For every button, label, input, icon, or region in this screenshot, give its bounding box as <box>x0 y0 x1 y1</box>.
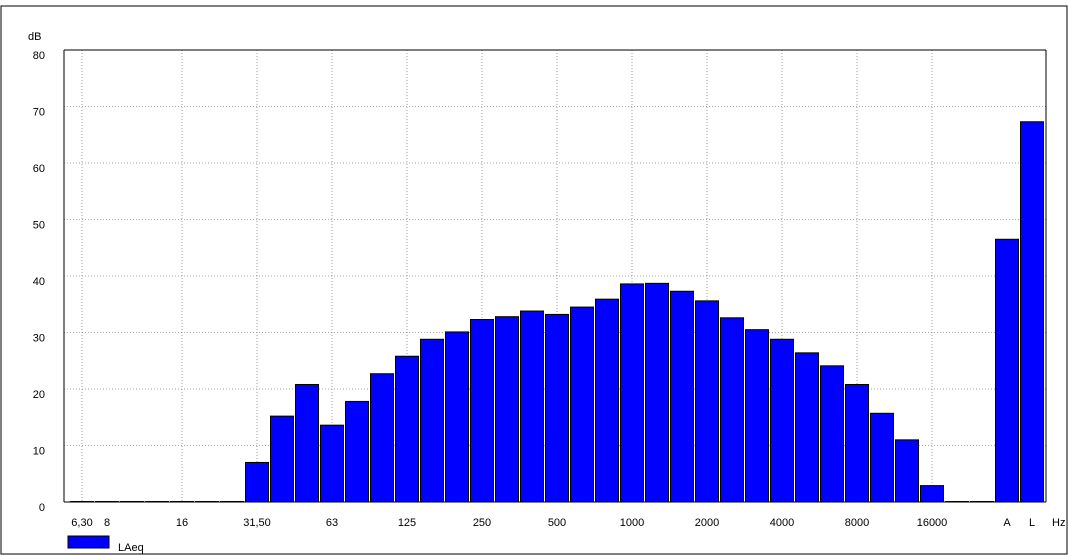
bar <box>420 338 444 503</box>
bar <box>520 310 544 503</box>
y-tick-label: 80 <box>33 50 45 62</box>
x-tick-label: 6,30 <box>71 517 92 529</box>
y-tick-label: 60 <box>33 163 45 175</box>
y-tick-label: 0 <box>39 502 45 514</box>
y-tick-label: 50 <box>33 219 45 231</box>
y-tick-label: 10 <box>33 445 45 457</box>
y-tick-label: 30 <box>33 332 45 344</box>
bar <box>445 331 469 503</box>
bar <box>645 282 669 503</box>
bar <box>795 352 819 503</box>
bar <box>995 238 1019 503</box>
bar <box>395 355 419 503</box>
bar <box>770 338 794 503</box>
x-tick-label: 8 <box>104 517 110 529</box>
x-tick-label: 250 <box>473 517 491 529</box>
y-tick-label: 40 <box>33 276 45 288</box>
y-axis-unit: dB <box>28 31 41 43</box>
bar <box>470 319 494 503</box>
bar <box>570 306 594 503</box>
x-tick-label: 8000 <box>845 517 869 529</box>
bar <box>320 424 344 503</box>
bar <box>870 412 894 503</box>
x-tick-label: 1000 <box>620 517 644 529</box>
frame <box>0 5 1068 555</box>
x-tick-label: 16000 <box>917 517 948 529</box>
x-tick-label: A <box>1003 517 1011 529</box>
x-tick-label: 125 <box>398 517 416 529</box>
x-tick-label: 31,50 <box>243 517 271 529</box>
y-tick-label: 70 <box>33 106 45 118</box>
bar <box>345 400 369 503</box>
bar <box>920 485 944 503</box>
bar <box>845 383 869 503</box>
x-tick-label: 16 <box>176 517 188 529</box>
bar <box>495 316 519 503</box>
bar <box>820 365 844 503</box>
x-tick-label: 63 <box>326 517 338 529</box>
bar <box>545 313 569 503</box>
x-tick-label: 2000 <box>695 517 719 529</box>
bar <box>1020 121 1044 503</box>
bar <box>595 298 619 503</box>
x-axis-unit: Hz <box>1052 517 1065 529</box>
bar <box>370 373 394 503</box>
bar <box>895 439 919 503</box>
bar <box>745 329 769 503</box>
x-tick-label: 4000 <box>770 517 794 529</box>
bar <box>620 283 644 503</box>
x-tick-label: 500 <box>548 517 566 529</box>
legend-label: LAeq <box>118 542 144 554</box>
bar <box>295 383 319 503</box>
bar <box>695 300 719 503</box>
x-tick-label: L <box>1029 517 1035 529</box>
y-tick-label: 20 <box>33 389 45 401</box>
bar <box>270 415 294 503</box>
bar <box>245 461 269 503</box>
legend-swatch <box>67 535 110 549</box>
bar <box>670 290 694 503</box>
bar <box>720 317 744 503</box>
